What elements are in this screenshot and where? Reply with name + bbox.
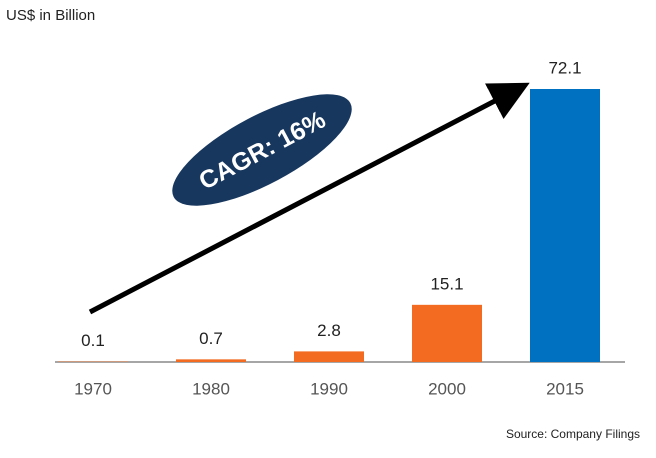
bar — [294, 351, 364, 362]
value-label: 2.8 — [317, 321, 341, 340]
x-tick-label: 1970 — [74, 379, 112, 398]
value-label: 0.7 — [199, 329, 223, 348]
bar — [412, 304, 482, 362]
x-tick-label: 2000 — [428, 379, 466, 398]
trend-arrow — [88, 82, 530, 315]
x-tick-label: 2015 — [546, 379, 584, 398]
value-label: 15.1 — [430, 274, 463, 293]
cagr-badge: CAGR: 16% — [172, 94, 352, 206]
subtitle: US$ in Billion — [6, 7, 95, 24]
x-tick-label: 1980 — [192, 379, 230, 398]
value-label: 0.1 — [81, 331, 105, 350]
value-label: 72.1 — [548, 58, 581, 77]
source: Source: Company Filings — [506, 427, 640, 441]
bar — [530, 89, 600, 362]
x-tick-label: 1990 — [310, 379, 348, 398]
bar — [176, 359, 246, 362]
